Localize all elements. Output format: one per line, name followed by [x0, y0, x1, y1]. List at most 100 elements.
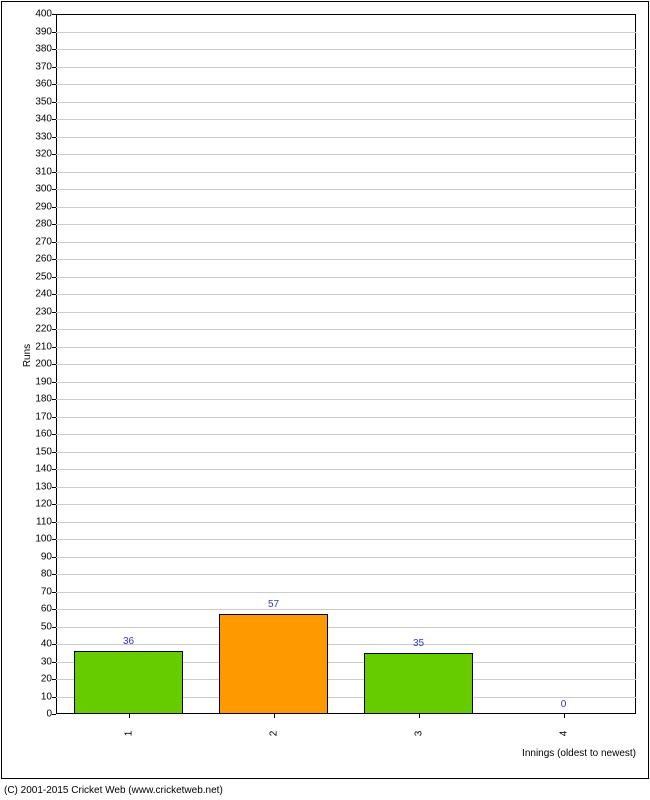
ytick-label: 70	[41, 586, 52, 597]
ytick-mark	[52, 539, 56, 540]
gridline	[56, 592, 636, 593]
gridline	[56, 224, 636, 225]
ytick-label: 360	[35, 79, 52, 90]
xtick-mark	[274, 714, 275, 718]
gridline	[56, 294, 636, 295]
ytick-mark	[52, 329, 56, 330]
ytick-mark	[52, 137, 56, 138]
ytick-mark	[52, 67, 56, 68]
bar	[219, 614, 328, 714]
y-axis-label: Runs	[22, 344, 33, 367]
gridline	[56, 452, 636, 453]
ytick-mark	[52, 697, 56, 698]
ytick-label: 80	[41, 569, 52, 580]
ytick-label: 380	[35, 44, 52, 55]
gridline	[56, 67, 636, 68]
ytick-label: 330	[35, 131, 52, 142]
ytick-mark	[52, 452, 56, 453]
gridline	[56, 207, 636, 208]
bar-value-label: 36	[123, 636, 134, 647]
ytick-label: 220	[35, 324, 52, 335]
ytick-mark	[52, 312, 56, 313]
ytick-label: 160	[35, 429, 52, 440]
gridline	[56, 557, 636, 558]
ytick-mark	[52, 662, 56, 663]
ytick-mark	[52, 259, 56, 260]
gridline	[56, 417, 636, 418]
ytick-label: 140	[35, 464, 52, 475]
ytick-mark	[52, 172, 56, 173]
ytick-mark	[52, 644, 56, 645]
ytick-mark	[52, 119, 56, 120]
xtick-label: 1	[123, 731, 134, 737]
ytick-label: 200	[35, 359, 52, 370]
bar-value-label: 0	[561, 699, 567, 710]
bar	[364, 653, 473, 714]
gridline	[56, 154, 636, 155]
ytick-label: 400	[35, 9, 52, 20]
ytick-mark	[52, 154, 56, 155]
ytick-label: 190	[35, 376, 52, 387]
ytick-label: 240	[35, 289, 52, 300]
copyright-text: (C) 2001-2015 Cricket Web (www.cricketwe…	[4, 785, 223, 796]
gridline	[56, 434, 636, 435]
ytick-label: 110	[36, 516, 52, 527]
ytick-mark	[52, 679, 56, 680]
gridline	[56, 84, 636, 85]
ytick-label: 320	[35, 149, 52, 160]
ytick-label: 150	[35, 446, 52, 457]
gridline	[56, 49, 636, 50]
ytick-mark	[52, 574, 56, 575]
gridline	[56, 574, 636, 575]
ytick-mark	[52, 32, 56, 33]
ytick-mark	[52, 207, 56, 208]
ytick-mark	[52, 487, 56, 488]
ytick-mark	[52, 434, 56, 435]
ytick-label: 270	[35, 236, 52, 247]
xtick-label: 2	[268, 731, 279, 737]
ytick-label: 90	[41, 551, 52, 562]
gridline	[56, 312, 636, 313]
gridline	[56, 242, 636, 243]
ytick-mark	[52, 14, 56, 15]
ytick-label: 60	[41, 604, 52, 615]
ytick-mark	[52, 277, 56, 278]
ytick-mark	[52, 592, 56, 593]
xtick-mark	[419, 714, 420, 718]
ytick-mark	[52, 714, 56, 715]
x-axis-label: Innings (oldest to newest)	[522, 748, 636, 759]
ytick-label: 260	[35, 254, 52, 265]
ytick-mark	[52, 417, 56, 418]
ytick-mark	[52, 189, 56, 190]
bar-value-label: 57	[268, 599, 279, 610]
gridline	[56, 644, 636, 645]
chart-container: 0102030405060708090100110120130140150160…	[0, 0, 650, 800]
ytick-mark	[52, 382, 56, 383]
ytick-label: 50	[41, 621, 52, 632]
ytick-label: 120	[35, 499, 52, 510]
ytick-mark	[52, 242, 56, 243]
ytick-mark	[52, 522, 56, 523]
ytick-mark	[52, 364, 56, 365]
gridline	[56, 627, 636, 628]
ytick-label: 180	[35, 394, 52, 405]
gridline	[56, 364, 636, 365]
xtick-label: 4	[558, 731, 569, 737]
ytick-label: 40	[41, 639, 52, 650]
gridline	[56, 487, 636, 488]
ytick-mark	[52, 102, 56, 103]
plot-area: 0102030405060708090100110120130140150160…	[56, 14, 636, 714]
ytick-mark	[52, 504, 56, 505]
gridline	[56, 32, 636, 33]
gridline	[56, 347, 636, 348]
gridline	[56, 137, 636, 138]
gridline	[56, 277, 636, 278]
ytick-label: 340	[35, 114, 52, 125]
bar-value-label: 35	[413, 638, 424, 649]
ytick-label: 250	[35, 271, 52, 282]
gridline	[56, 119, 636, 120]
gridline	[56, 329, 636, 330]
ytick-label: 10	[41, 691, 52, 702]
gridline	[56, 522, 636, 523]
ytick-label: 20	[41, 674, 52, 685]
